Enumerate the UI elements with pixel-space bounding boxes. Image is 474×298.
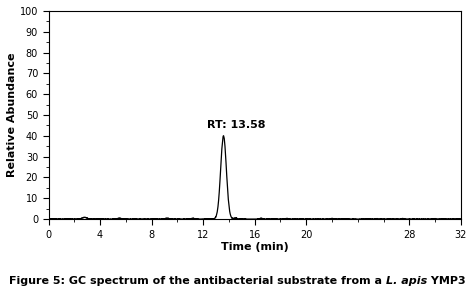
Text: YMP3: YMP3 xyxy=(427,276,465,286)
Text: Figure 5: GC spectrum of the antibacterial substrate from a: Figure 5: GC spectrum of the antibacteri… xyxy=(9,276,385,286)
Text: RT: 13.58: RT: 13.58 xyxy=(207,119,265,130)
X-axis label: Time (min): Time (min) xyxy=(221,242,289,252)
Text: L. apis: L. apis xyxy=(385,276,427,286)
Y-axis label: Relative Abundance: Relative Abundance xyxy=(7,53,17,177)
